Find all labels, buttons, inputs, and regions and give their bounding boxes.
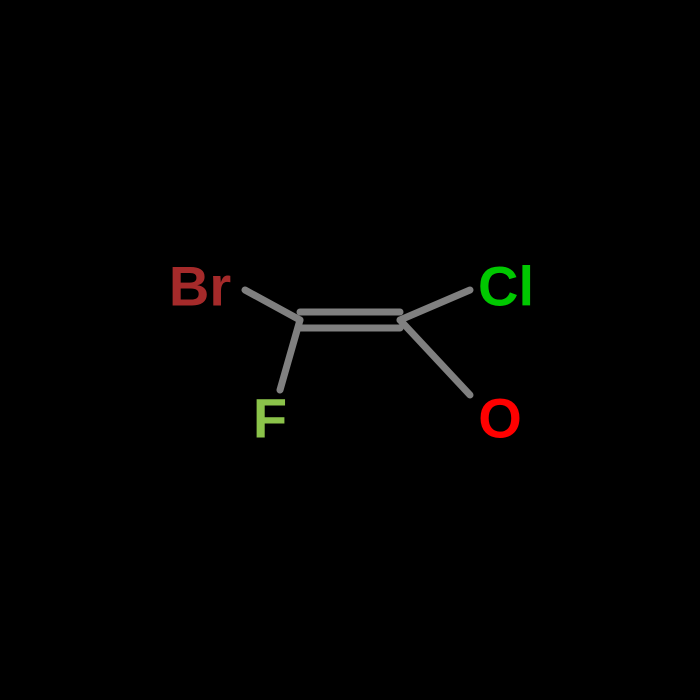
atom-chlorine: Cl [478, 254, 534, 319]
atom-bromine: Br [169, 254, 231, 319]
molecule-canvas: Br Cl F O [0, 0, 700, 700]
atom-oxygen: O [478, 386, 522, 451]
bond-layer [0, 0, 700, 700]
atom-fluorine: F [253, 386, 287, 451]
